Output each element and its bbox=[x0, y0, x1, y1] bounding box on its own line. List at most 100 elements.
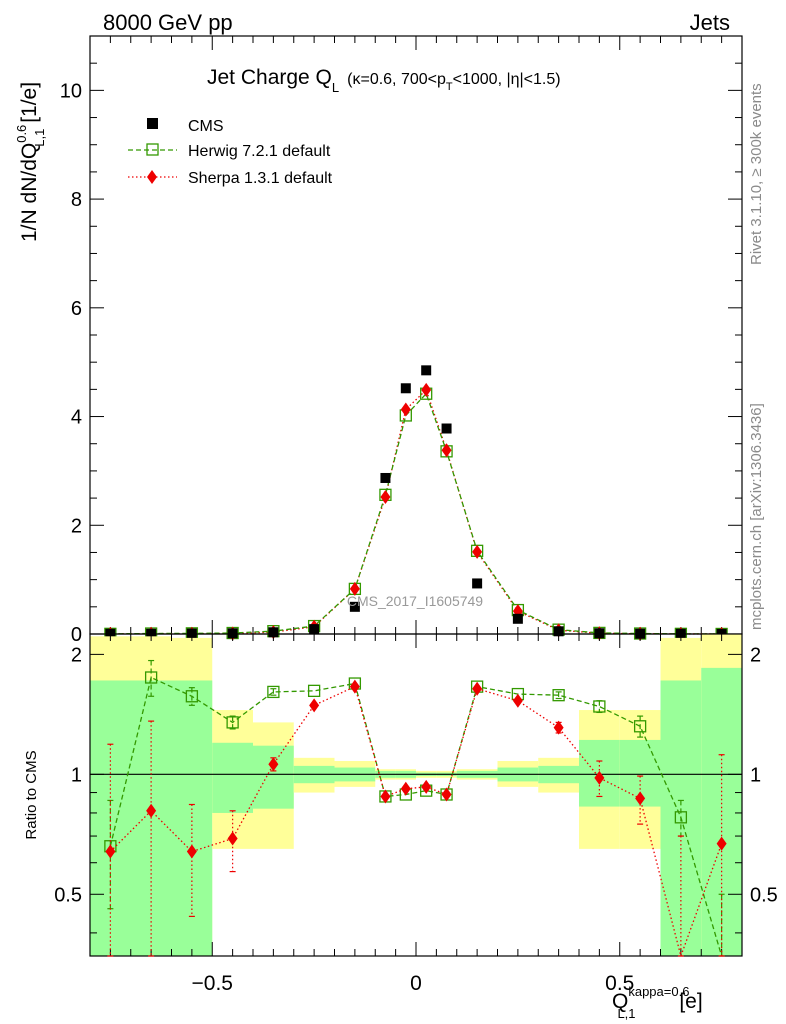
ratio-y-tick-label-right: 0.5 bbox=[750, 884, 778, 906]
sherpa-ratio-point bbox=[421, 779, 432, 794]
herwig-ratio-point bbox=[552, 689, 565, 702]
ylabel-main: 1/N dN/dQ bbox=[18, 143, 41, 242]
cms-point bbox=[349, 601, 360, 612]
herwig-ratio-point bbox=[593, 700, 606, 713]
analysis-watermark: CMS_2017_I1605749 bbox=[347, 593, 483, 609]
legend-marker-cms bbox=[147, 118, 158, 129]
sherpa-ratio-line bbox=[109, 685, 723, 959]
main-y-tick-label: 10 bbox=[60, 80, 82, 102]
band-inner-bin bbox=[253, 745, 294, 809]
sherpa-ratio-point bbox=[716, 836, 727, 851]
ylabel-sub: L,1 bbox=[32, 129, 47, 147]
herwig-ratio-point bbox=[144, 671, 158, 684]
legend-label-herwig: Herwig 7.2.1 default bbox=[188, 143, 331, 160]
title-args-sub: T bbox=[446, 81, 453, 93]
sherpa-ratio-point bbox=[553, 720, 564, 735]
ratio-uncertainty-bands bbox=[90, 634, 742, 956]
ratio-y-tick-label-right: 2 bbox=[750, 644, 761, 666]
header-right: Jets bbox=[690, 10, 730, 35]
sherpa-point bbox=[421, 382, 432, 397]
legend-label-cms: CMS bbox=[188, 118, 224, 135]
cms-point bbox=[441, 423, 452, 434]
main-y-tick-label: 6 bbox=[71, 298, 82, 320]
ratio-y-tick-label-left: 0.5 bbox=[54, 884, 82, 906]
title-args-1: (κ=0.6, 700<p bbox=[347, 71, 446, 88]
sherpa-ratio-point bbox=[268, 757, 279, 772]
main-y-tick-label: 2 bbox=[71, 515, 82, 537]
sherpa-line bbox=[110, 388, 722, 635]
sherpa-point bbox=[441, 443, 452, 458]
sherpa-ratio-point bbox=[512, 693, 523, 708]
chart-title: Jet Charge QL (κ=0.6, 700<pT<1000, |η|<1.… bbox=[207, 66, 561, 95]
sherpa-ratio-point bbox=[349, 679, 360, 694]
band-inner-bin bbox=[171, 680, 213, 956]
sherpa-point bbox=[349, 581, 360, 596]
ratio-y-label: Ratio to CMS bbox=[23, 750, 40, 839]
legend-label-sherpa: Sherpa 1.3.1 default bbox=[188, 170, 333, 187]
sherpa-ratio-point bbox=[400, 781, 411, 796]
main-y-tick-label: 0 bbox=[71, 624, 82, 646]
sherpa-ratio-point bbox=[309, 698, 320, 713]
cms-point bbox=[400, 383, 411, 394]
ratio-y-tick-label-left: 2 bbox=[71, 644, 82, 666]
main-axis-ticks: 0 2 4 6 8 10 bbox=[60, 35, 743, 646]
cms-point bbox=[472, 578, 483, 589]
herwig-ratio-point bbox=[633, 720, 647, 733]
legend: CMS Herwig 7.2.1 default Sherpa 1.3.1 de… bbox=[128, 118, 333, 187]
cms-point bbox=[227, 628, 238, 639]
title-main: Jet Charge Q bbox=[207, 66, 332, 89]
sherpa-ratio-point bbox=[186, 844, 197, 859]
sherpa-ratio-point bbox=[105, 844, 116, 859]
herwig-ratio-line bbox=[109, 676, 723, 957]
ratio-axis-ticks: 0.5 0.5 1 1 2 2 −0.5 0 0.5 bbox=[54, 634, 778, 995]
cms-point bbox=[268, 627, 279, 638]
ratio-x-tick-label: −0.5 bbox=[192, 972, 233, 995]
herwig-line bbox=[110, 392, 722, 635]
ratio-y-tick-label-left: 1 bbox=[71, 764, 82, 786]
sherpa-ratio-point bbox=[594, 770, 605, 785]
sherpa-ratio-point bbox=[380, 789, 391, 804]
title-args-2: <1000, |η|<1.5) bbox=[453, 71, 561, 88]
ylabel-unit: [1/e] bbox=[18, 82, 41, 129]
xlabel-main: Q bbox=[612, 990, 628, 1013]
herwig-ratio-point bbox=[185, 690, 199, 703]
header-left: 8000 GeV pp bbox=[103, 10, 233, 35]
side-label-mcplots: mcplots.cern.ch [arXiv:1306.3436] bbox=[748, 403, 765, 630]
cms-point bbox=[421, 365, 432, 376]
ratio-y-tick-label-right: 1 bbox=[750, 764, 761, 786]
main-y-label: 1/N dN/dQ0.6 L,1 [1/e] bbox=[14, 82, 47, 242]
cms-point bbox=[512, 613, 523, 624]
sherpa-ratio-point bbox=[146, 803, 157, 818]
x-axis-label: Qkappa=0.6 L,1 [e] bbox=[612, 984, 703, 1021]
sherpa-point bbox=[472, 544, 483, 559]
xlabel-sup: kappa=0.6 bbox=[628, 984, 689, 999]
cms-point bbox=[594, 628, 605, 639]
cms-point bbox=[380, 472, 391, 483]
sherpa-ratio-point bbox=[227, 831, 238, 846]
herwig-ratio-point bbox=[674, 811, 688, 824]
legend-marker-sherpa bbox=[147, 170, 157, 184]
side-label-rivet: Rivet 3.1.10, ≥ 300k events bbox=[748, 83, 765, 265]
ylabel-sup: 0.6 bbox=[14, 125, 29, 143]
cms-point bbox=[553, 626, 564, 637]
sherpa-ratio-point bbox=[635, 791, 646, 806]
sherpa-point bbox=[380, 490, 391, 505]
xlabel-unit: [e] bbox=[674, 990, 703, 1013]
sherpa-ratio-point bbox=[441, 787, 452, 802]
title-sub: L bbox=[332, 80, 339, 95]
band-inner-bin bbox=[212, 742, 253, 813]
herwig-ratio-point bbox=[307, 684, 321, 697]
legend-marker-herwig bbox=[146, 143, 159, 156]
ratio-x-tick-label: 0 bbox=[410, 972, 422, 995]
main-y-tick-label: 8 bbox=[71, 189, 82, 211]
band-inner-bin bbox=[90, 680, 172, 956]
ratio-series-layer bbox=[104, 659, 727, 959]
cms-point bbox=[309, 624, 320, 635]
herwig-ratio-point bbox=[267, 685, 280, 699]
main-y-tick-label: 4 bbox=[71, 407, 82, 429]
xlabel-sub: L,1 bbox=[617, 1006, 635, 1021]
herwig-ratio-point bbox=[226, 716, 239, 729]
ratio-x-tick-label: 0.5 bbox=[605, 972, 634, 995]
sherpa-point bbox=[400, 402, 411, 417]
